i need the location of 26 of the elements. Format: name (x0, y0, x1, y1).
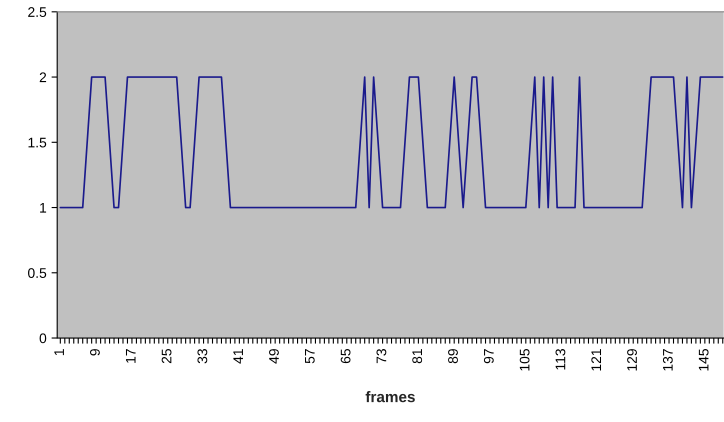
x-tick-label: 97 (484, 349, 494, 364)
x-tick-label: 121 (591, 349, 602, 371)
x-tick-label: 49 (269, 349, 279, 364)
y-tick-label: 1 (40, 203, 46, 213)
x-tick-label: 65 (340, 349, 351, 364)
x-axis-title: frames (366, 391, 415, 402)
x-tick-label: 41 (233, 349, 243, 364)
x-tick-label: 17 (126, 349, 136, 363)
x-tick-label: 33 (197, 349, 208, 364)
x-tick-label: 81 (412, 349, 422, 364)
x-tick-label: 113 (556, 349, 566, 370)
y-tick-label: 2 (40, 72, 46, 82)
y-tick-label: 0 (40, 333, 46, 344)
y-tick-label: 2.5 (28, 7, 46, 17)
x-tick-label: 137 (662, 349, 673, 371)
y-tick-label: 0.5 (28, 268, 46, 278)
x-tick-label: 57 (305, 349, 315, 364)
x-tick-label: 9 (90, 349, 100, 356)
x-tick-label: 89 (448, 349, 458, 364)
x-tick-label: 105 (520, 349, 530, 371)
x-tick-label: 73 (376, 349, 386, 364)
x-tick-label: 129 (627, 349, 637, 371)
x-tick-label: 145 (698, 349, 709, 371)
x-tick-label: 25 (162, 349, 172, 364)
x-tick-label: 1 (54, 349, 64, 356)
y-tick-label: 1.5 (28, 138, 46, 148)
